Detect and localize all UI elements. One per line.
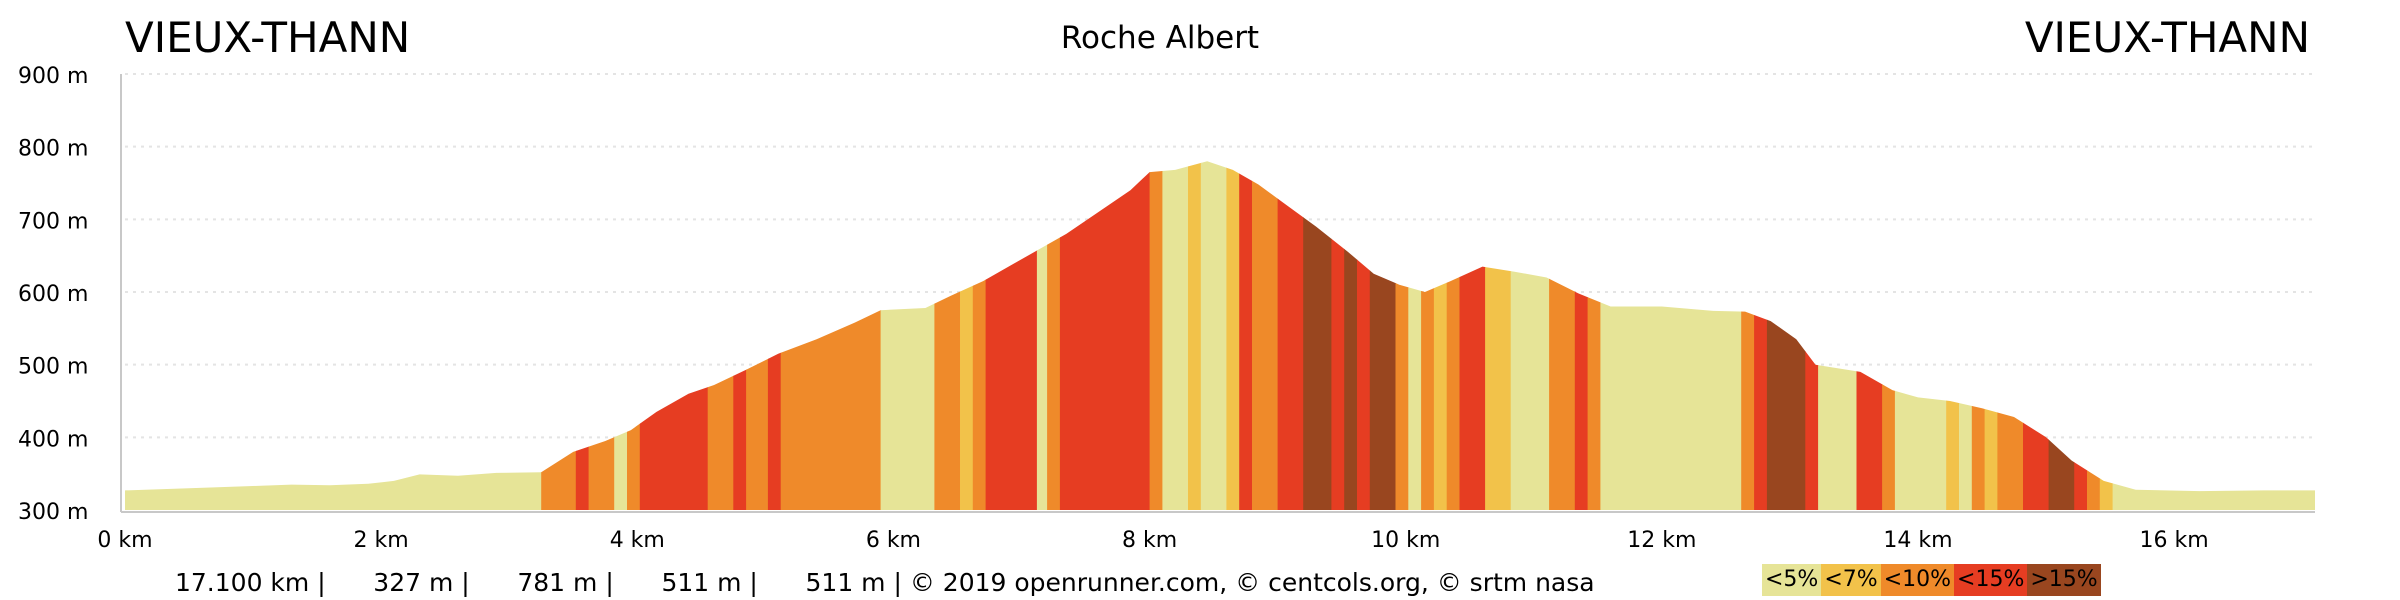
gradient-segment — [1485, 161, 1512, 510]
gradient-segment — [1997, 161, 2024, 510]
x-tick-label: 6 km — [866, 528, 921, 553]
x-tick-label: 16 km — [2140, 528, 2209, 553]
x-tick-label: 10 km — [1371, 528, 1440, 553]
x-tick-label: 2 km — [354, 528, 409, 553]
gradient-segment — [614, 161, 628, 510]
gradient-segment — [1395, 161, 1409, 510]
gradient-segment — [1357, 161, 1371, 510]
x-tick-label: 4 km — [610, 528, 665, 553]
gradient-segment — [1459, 161, 1486, 510]
gradient-segment — [1047, 161, 1061, 510]
y-tick-label: 400 m — [18, 427, 88, 452]
gradient-segment — [934, 161, 961, 510]
y-tick-label: 800 m — [18, 137, 88, 162]
elevation-profile-chart: 300 m 400 m 500 m 600 m 700 m 800 m 900 m 0 km 2… — [18, 64, 2315, 553]
legend-item: <10% — [1880, 564, 1955, 596]
y-tick-label: 700 m — [18, 209, 88, 234]
gradient-segment — [639, 161, 709, 510]
gradient-segment — [972, 161, 987, 510]
gradient-segment — [1149, 161, 1163, 510]
gradient-segment — [1766, 161, 1806, 510]
gradient-segment — [588, 161, 615, 510]
gradient-segment — [960, 161, 974, 510]
start-town-label: VIEUX-THANN — [125, 13, 411, 62]
legend-item: <15% — [1954, 564, 2028, 596]
x-tick-label: 8 km — [1122, 528, 1177, 553]
x-tick-label: 14 km — [1883, 528, 1952, 553]
gradient-segment — [1331, 161, 1345, 510]
gradient-segment — [1162, 161, 1189, 510]
gradient-segment — [1239, 161, 1253, 510]
gradient-segment — [1446, 161, 1461, 510]
tick-labels: 300 m 400 m 500 m 600 m 700 m 800 m 900 m 0 km 2… — [18, 64, 2209, 553]
gradient-segment — [1344, 161, 1358, 510]
gradient-segment — [1188, 161, 1202, 510]
gradient-segment — [1303, 161, 1332, 510]
x-tick-label: 0 km — [97, 528, 152, 553]
axes — [120, 74, 2315, 513]
y-tick-label: 500 m — [18, 355, 88, 380]
gradient-legend: <5% <7% <10% <15% >15% — [1762, 564, 2101, 596]
gradient-segment — [1408, 161, 1422, 510]
gradient-segment — [1369, 161, 1396, 510]
gradient-segment — [1510, 161, 1550, 510]
gradient-segment — [1226, 161, 1240, 510]
route-stats-footer: 17.100 km | 327 m | 781 m | 511 m | 511 … — [175, 568, 1595, 597]
gradient-segment — [1277, 161, 1304, 510]
gradient-segment — [1433, 161, 1448, 510]
gradient-segment — [1059, 161, 1151, 510]
gradient-segment — [1252, 161, 1279, 510]
end-town-label: VIEUX-THANN — [2024, 13, 2310, 62]
y-tick-label: 300 m — [18, 500, 88, 525]
y-tick-label: 600 m — [18, 282, 88, 307]
legend-item: >15% — [2027, 564, 2101, 596]
legend-item: <7% — [1821, 564, 1881, 596]
gradient-segment — [1200, 161, 1227, 510]
y-tick-label: 900 m — [18, 64, 88, 89]
gradient-segment — [1549, 161, 1576, 510]
x-tick-label: 12 km — [1627, 528, 1696, 553]
gradient-segment — [1421, 161, 1435, 510]
gradient-segment — [985, 161, 1038, 510]
chart-title: Roche Albert — [1060, 20, 1260, 56]
gradient-segment — [1036, 161, 1048, 510]
legend-item: <5% — [1762, 564, 1822, 596]
